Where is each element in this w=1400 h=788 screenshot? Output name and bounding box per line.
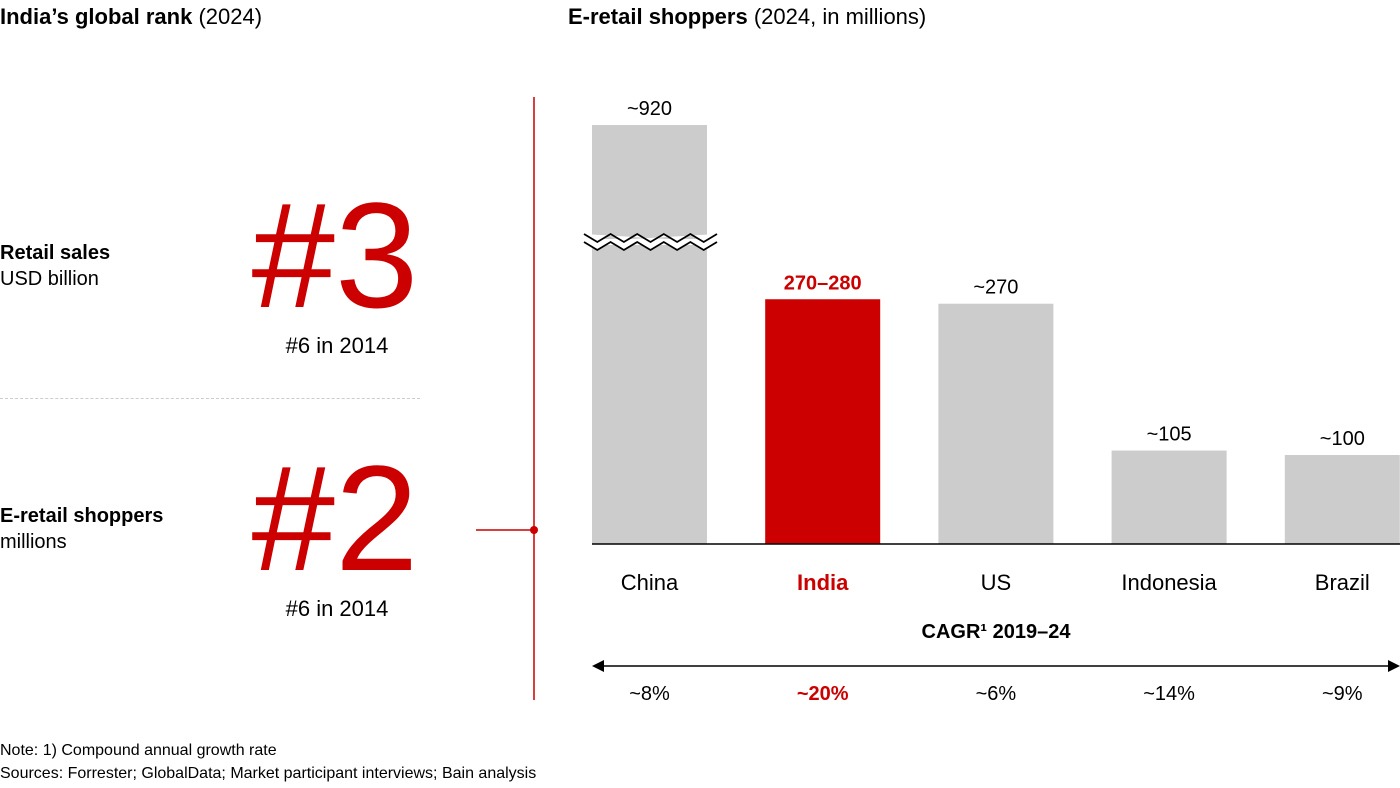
category-label: Brazil xyxy=(1315,570,1370,595)
metric-unit: USD billion xyxy=(0,268,99,290)
data-label: 270–280 xyxy=(784,272,862,294)
cagr-title: CAGR¹ 2019–24 xyxy=(922,621,1072,643)
divider xyxy=(0,398,420,399)
metric-label: E-retail shoppers xyxy=(0,505,164,527)
metric-retail-sales: Retail sales USD billion xyxy=(0,240,110,292)
metric-e-retail-shoppers: E-retail shoppers millions xyxy=(0,503,163,555)
bar-us xyxy=(938,303,1054,544)
data-label: ~270 xyxy=(973,277,1018,299)
data-label: ~100 xyxy=(1320,428,1365,450)
data-label: ~105 xyxy=(1147,424,1192,446)
bar-indonesia xyxy=(1111,450,1227,544)
bar-china xyxy=(592,125,707,544)
category-label: China xyxy=(621,570,679,595)
axis-break-icon xyxy=(583,240,718,252)
category-label: US xyxy=(981,570,1012,595)
footnote: Note: 1) Compound annual growth rate xyxy=(0,742,277,759)
cagr-value: ~8% xyxy=(629,683,670,705)
bar-brazil xyxy=(1284,455,1400,544)
previous-rank: #6 in 2014 xyxy=(285,333,389,358)
data-label: ~920 xyxy=(627,98,672,120)
left-title: India’s global rank (2024) xyxy=(0,4,263,29)
metric-label: Retail sales xyxy=(0,242,111,264)
cagr-value: ~20% xyxy=(797,683,849,705)
axis-break-icon xyxy=(583,232,718,244)
cagr-value: ~6% xyxy=(976,683,1017,705)
category-label: India xyxy=(797,570,849,595)
cagr-value: ~9% xyxy=(1322,683,1363,705)
rank-e-retail-shoppers: #2 xyxy=(251,434,419,602)
arrow-right-icon xyxy=(1388,660,1400,672)
metric-unit: millions xyxy=(0,531,67,553)
arrow-left-icon xyxy=(592,660,604,672)
previous-rank: #6 in 2014 xyxy=(285,596,389,621)
cagr-value: ~14% xyxy=(1143,683,1195,705)
connector-dot xyxy=(530,526,538,534)
sources: Sources: Forrester; GlobalData; Market p… xyxy=(0,765,537,782)
chart-title: E-retail shoppers (2024, in millions) xyxy=(568,4,927,29)
category-label: Indonesia xyxy=(1121,570,1217,595)
bar-india xyxy=(765,299,881,544)
rank-retail-sales: #3 xyxy=(251,171,419,339)
